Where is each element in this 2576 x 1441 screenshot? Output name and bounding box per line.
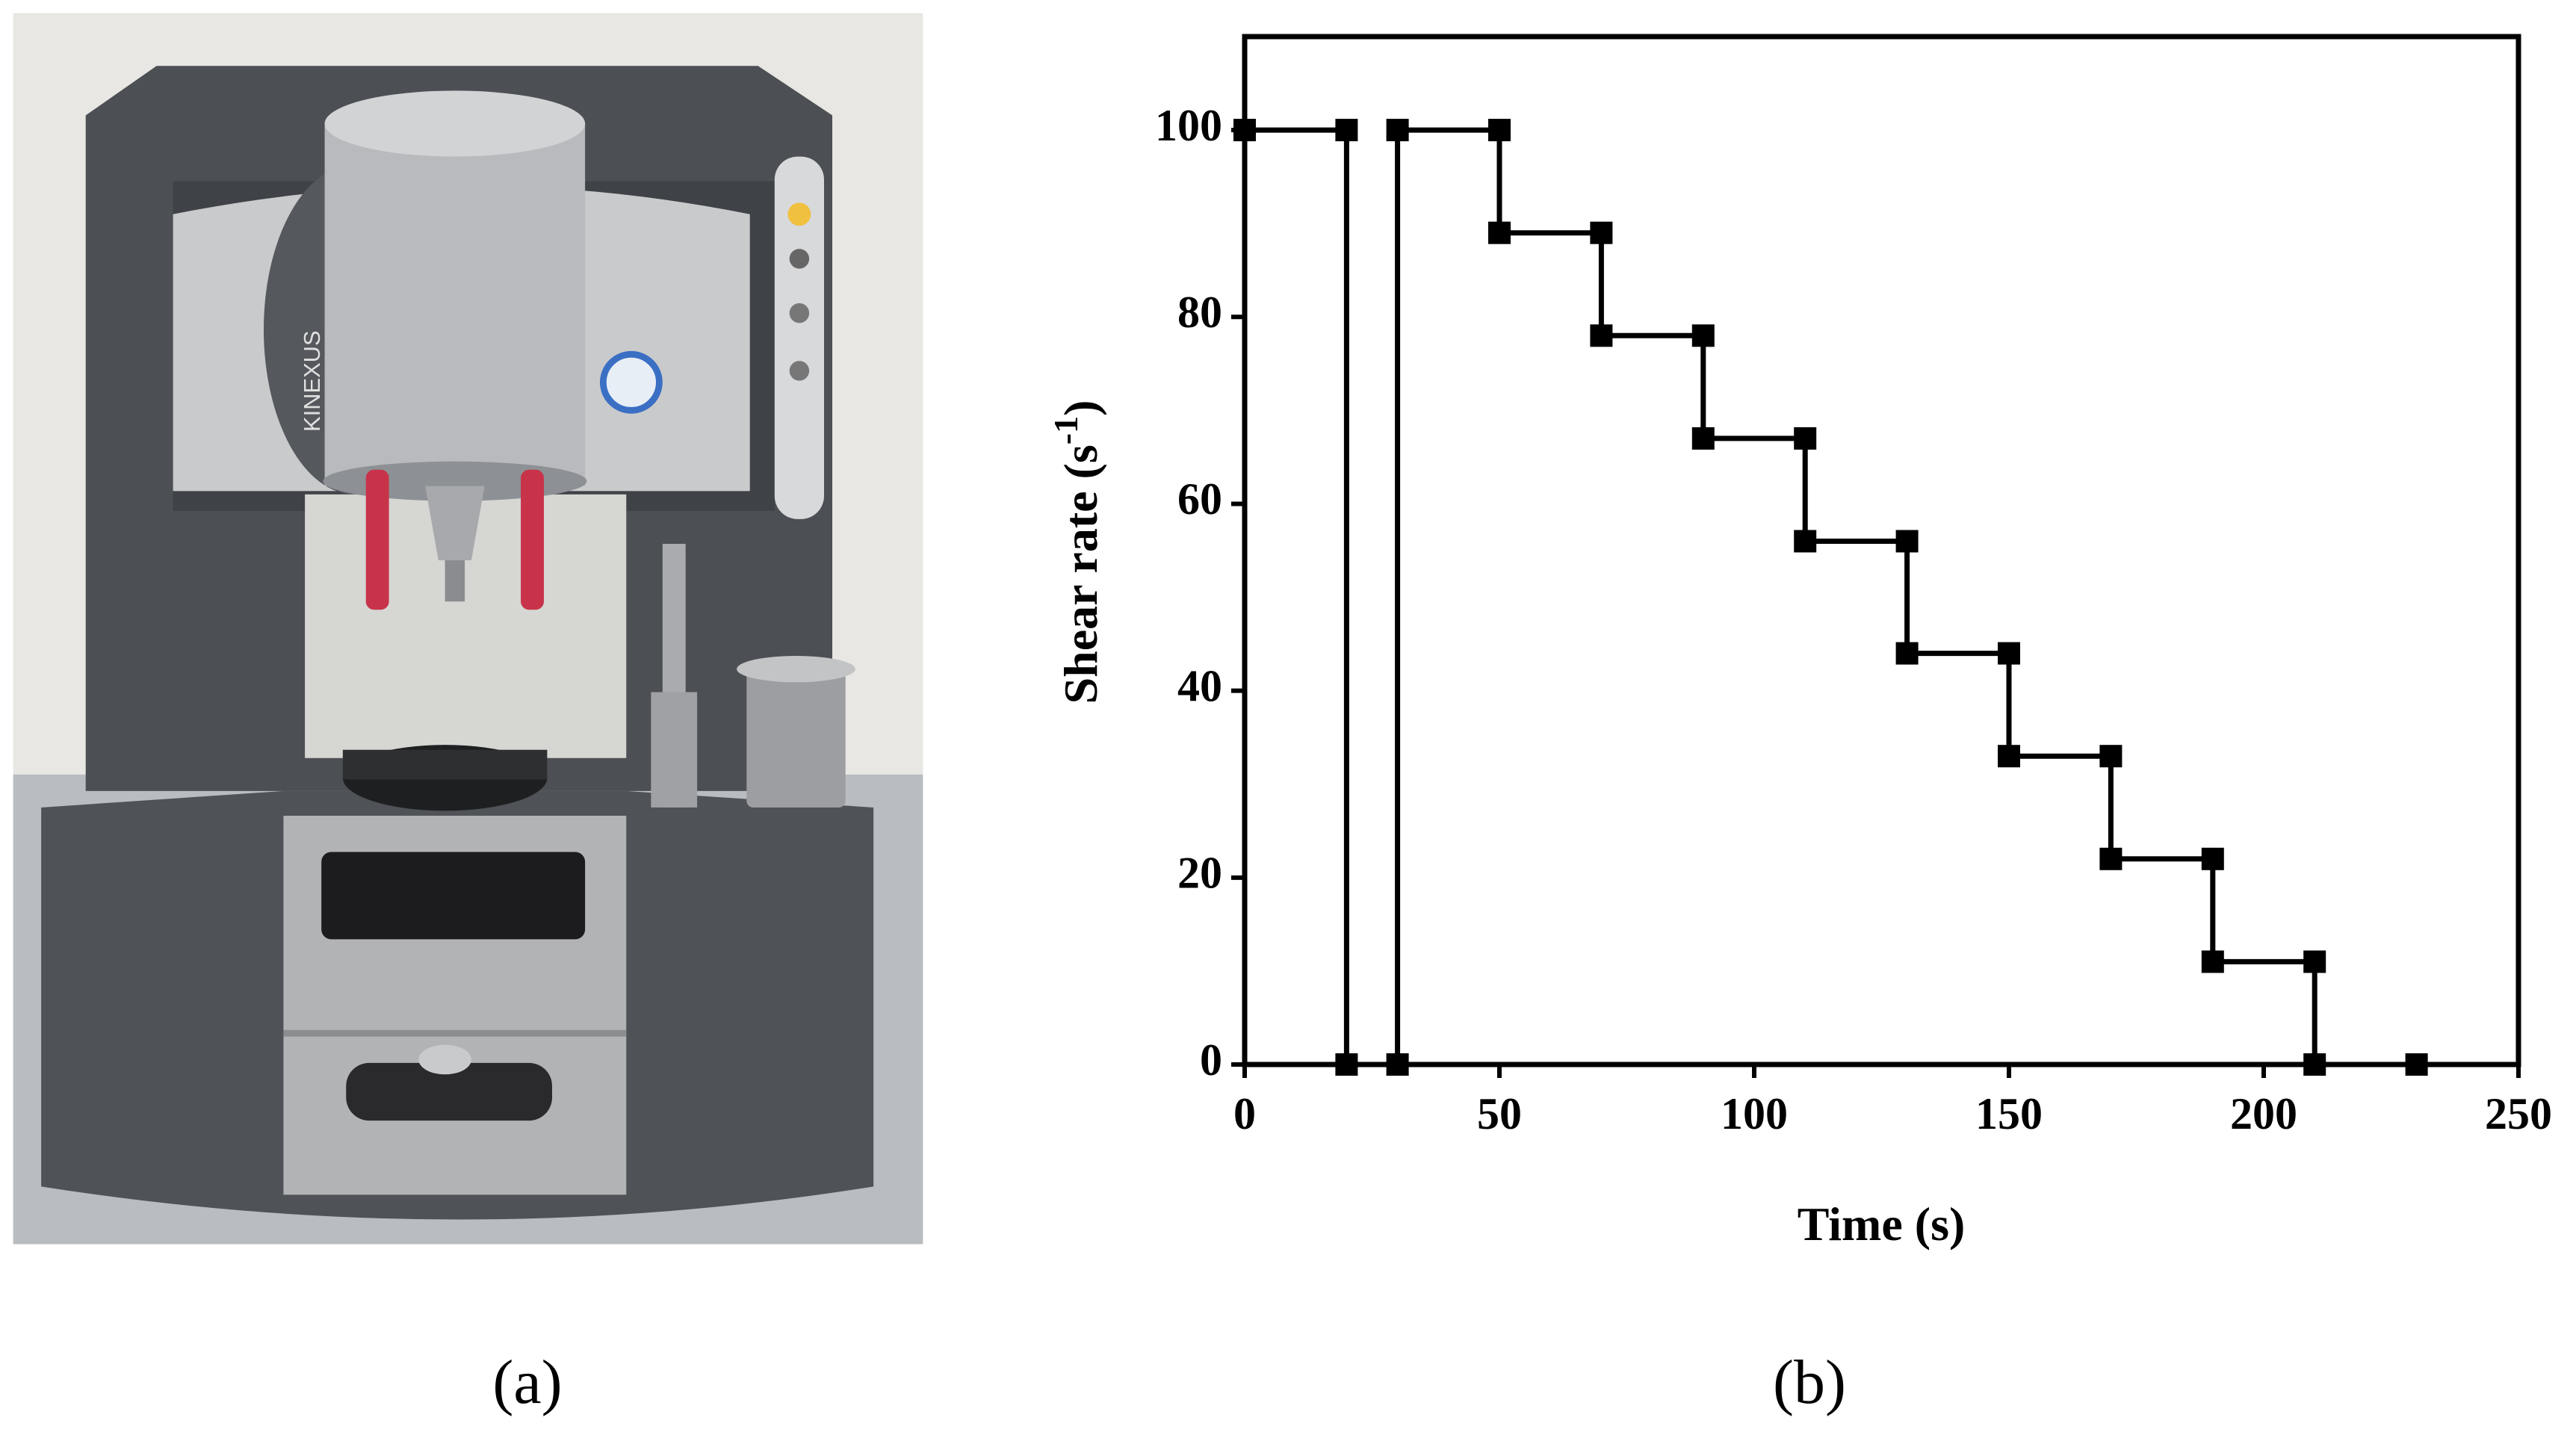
x-tick-label: 150 bbox=[1975, 1089, 2043, 1138]
data-marker bbox=[1590, 221, 1613, 244]
panel-label: (a) bbox=[492, 1348, 562, 1417]
y-tick-label: 100 bbox=[1155, 101, 1222, 150]
data-marker bbox=[1386, 119, 1409, 142]
y-tick-label: 20 bbox=[1177, 849, 1222, 898]
data-marker bbox=[1691, 427, 1715, 450]
data-marker bbox=[2303, 1053, 2326, 1076]
data-marker bbox=[1998, 745, 2020, 768]
data-marker bbox=[1895, 530, 1919, 553]
data-marker bbox=[1794, 427, 1817, 450]
data-marker bbox=[2201, 950, 2224, 973]
y-tick-label: 80 bbox=[1177, 288, 1222, 337]
data-marker bbox=[2201, 847, 2224, 870]
data-marker bbox=[2303, 950, 2326, 973]
rheometer-photo: KINEXUS bbox=[13, 13, 923, 1245]
y-axis-title-suffix: ) bbox=[1054, 400, 1107, 416]
data-line bbox=[1245, 127, 2417, 1067]
data-marker bbox=[1386, 1053, 1409, 1076]
data-marker bbox=[1335, 1053, 1358, 1076]
data-marker bbox=[2405, 1053, 2428, 1076]
data-marker bbox=[1488, 221, 1511, 244]
data-marker bbox=[1590, 324, 1613, 347]
brand-label: KINEXUS bbox=[299, 330, 325, 432]
data-marker bbox=[1691, 324, 1715, 347]
data-marker bbox=[1998, 642, 2020, 665]
data-marker bbox=[1488, 119, 1511, 142]
x-tick-label: 50 bbox=[1477, 1089, 1522, 1138]
x-tick-label: 100 bbox=[1721, 1089, 1788, 1138]
data-marker bbox=[1895, 642, 1919, 665]
data-marker bbox=[1794, 530, 1817, 553]
y-tick-label: 40 bbox=[1177, 661, 1222, 710]
y-axis-title-sup: -1 bbox=[1047, 416, 1085, 444]
y-tick-label: 60 bbox=[1177, 474, 1222, 524]
y-tick-label: 0 bbox=[1200, 1035, 1222, 1085]
x-tick-label: 250 bbox=[2485, 1089, 2552, 1138]
x-tick-label: 0 bbox=[1233, 1089, 1256, 1138]
x-tick-label: 200 bbox=[2230, 1089, 2297, 1138]
data-marker bbox=[1335, 119, 1358, 142]
plot-frame bbox=[1242, 34, 2521, 1067]
x-axis-title: Time (s) bbox=[1798, 1197, 1966, 1251]
panel-label: (b) bbox=[1773, 1348, 1846, 1417]
y-axis-title: Shear rate (s-1) bbox=[1047, 400, 1107, 704]
data-marker bbox=[2099, 745, 2123, 768]
y-axis-title-text: Shear rate (s bbox=[1054, 444, 1107, 704]
data-marker bbox=[1233, 119, 1256, 142]
data-marker bbox=[2099, 847, 2123, 870]
